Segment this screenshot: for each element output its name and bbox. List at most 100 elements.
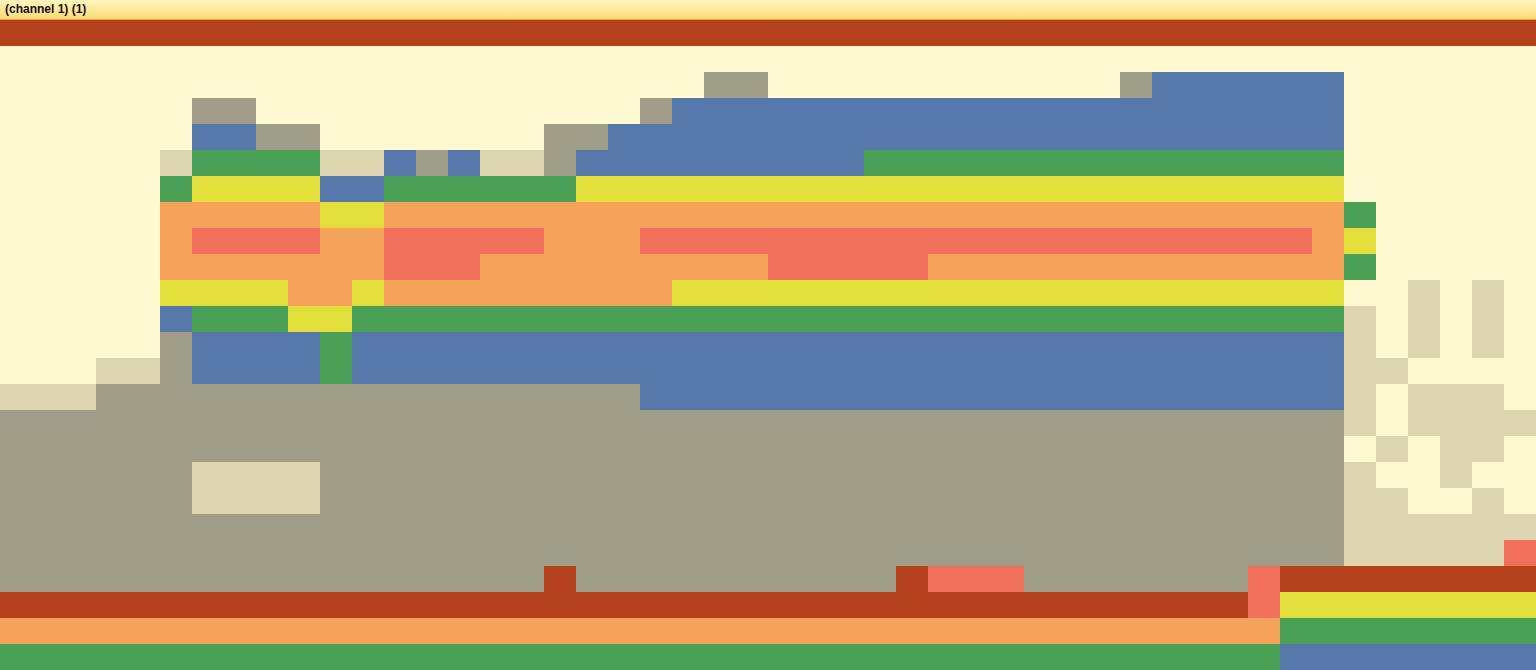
cell [640,410,673,437]
cell [1120,358,1153,385]
cell [1024,540,1057,567]
cell [0,254,33,281]
cell [832,202,865,229]
cell [1024,124,1057,151]
cell [1440,176,1473,203]
cell [160,124,193,151]
cell [736,98,769,125]
cell [576,514,609,541]
cell [1376,72,1409,99]
cell [1120,540,1153,567]
cell [1344,150,1377,177]
cell [768,72,801,99]
cell [576,436,609,463]
cell [672,150,705,177]
cell [832,176,865,203]
cell [1216,488,1249,515]
cell [448,228,481,255]
cell [1280,332,1313,359]
cell [576,150,609,177]
cell [1248,644,1281,670]
cell [352,280,385,307]
cell [1216,384,1249,411]
cell [992,618,1025,645]
cell [1440,202,1473,229]
cell [896,202,929,229]
cell [64,280,97,307]
cell [288,462,321,489]
cell [192,202,225,229]
cell [448,254,481,281]
cell [928,332,961,359]
cell [224,358,257,385]
cell [1344,358,1377,385]
cell [320,488,353,515]
cell [1280,462,1313,489]
cell [896,540,929,567]
cell [576,176,609,203]
cell [608,280,641,307]
cell [224,150,257,177]
cell [1152,436,1185,463]
cell [256,514,289,541]
cell [800,98,833,125]
cell [864,514,897,541]
cell [96,20,129,47]
cell [992,280,1025,307]
cell [1024,384,1057,411]
cell [768,332,801,359]
cell [1280,254,1313,281]
cell [1024,566,1057,593]
cell [64,566,97,593]
cell [1248,410,1281,437]
cell [864,72,897,99]
cell [480,176,513,203]
cell [1184,254,1217,281]
cell [384,358,417,385]
cell [256,644,289,670]
cell [1344,618,1377,645]
cell [1408,592,1441,619]
cell [1376,410,1409,437]
cell [1472,280,1505,307]
cell [128,332,161,359]
cell [32,254,65,281]
cell [1024,462,1057,489]
cell [608,540,641,567]
cell [1376,644,1409,670]
cell [1152,540,1185,567]
cell [864,410,897,437]
cell [1056,150,1089,177]
cell [896,176,929,203]
cell [672,254,705,281]
cell [896,618,929,645]
cell [1280,176,1313,203]
cell [384,592,417,619]
cell [480,332,513,359]
cell [1120,384,1153,411]
cell [192,228,225,255]
cell [928,358,961,385]
cell [0,202,33,229]
cell [64,462,97,489]
cell [1504,228,1536,255]
cell [1120,462,1153,489]
cell [1152,566,1185,593]
cell [576,280,609,307]
cell [1440,72,1473,99]
cell [512,592,545,619]
cell [1120,618,1153,645]
cell [864,618,897,645]
cell [704,228,737,255]
cell [1376,384,1409,411]
cell [768,618,801,645]
cell [1152,462,1185,489]
cell [480,644,513,670]
cell [1088,514,1121,541]
cell [1472,20,1505,47]
cell [544,358,577,385]
cell [1248,566,1281,593]
cell [416,540,449,567]
cell [960,488,993,515]
cell [864,150,897,177]
